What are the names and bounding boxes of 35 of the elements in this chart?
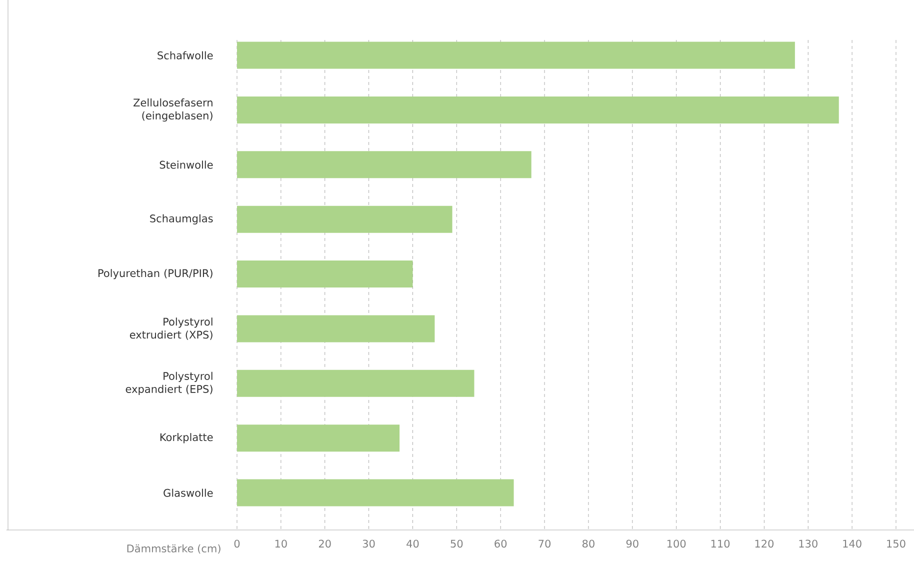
bar [237, 42, 795, 69]
bar [237, 260, 413, 288]
y-tick-label: Korkplatte [160, 433, 213, 444]
x-tick-label: 110 [711, 540, 730, 548]
x-axis-title: Dämmstärke (cm) [127, 544, 220, 554]
x-tick-label: 30 [362, 540, 375, 548]
bar [237, 479, 514, 506]
bar [237, 151, 532, 178]
y-tick-label: Polyurethan (PUR/PIR) [98, 268, 212, 280]
y-tick-label: Polystyrol expandiert (EPS) [126, 372, 212, 396]
y-tick-label: Zellulosefasern (eingeblasen) [134, 98, 212, 122]
x-tick-label: 100 [667, 540, 686, 548]
bar [237, 424, 400, 452]
x-tick-label: 50 [450, 540, 463, 548]
y-tick-label: Glaswolle [164, 488, 213, 497]
x-tick-label: 140 [843, 540, 862, 548]
x-tick-label: 90 [626, 540, 638, 548]
x-tick-label: 0 [234, 540, 240, 548]
y-tick-label: Schaumglas [150, 214, 213, 224]
bar [237, 96, 839, 124]
x-tick-label: 40 [406, 540, 419, 548]
x-tick-label: 120 [755, 540, 774, 548]
bar [237, 206, 452, 233]
x-tick-label: 70 [538, 540, 551, 548]
x-tick-label: 80 [582, 540, 594, 548]
y-tick-label: Steinwolle [160, 160, 213, 169]
bar [237, 315, 435, 342]
x-tick-label: 130 [799, 540, 818, 548]
bar [237, 370, 474, 397]
y-tick-label: Schafwolle [158, 51, 213, 60]
x-tick-label: 10 [275, 540, 287, 548]
y-tick-label: Polystyrol extrudiert (XPS) [130, 318, 212, 340]
x-tick-label: 150 [887, 540, 906, 548]
x-tick-label: 20 [318, 540, 331, 548]
x-tick-label: 60 [494, 540, 507, 548]
